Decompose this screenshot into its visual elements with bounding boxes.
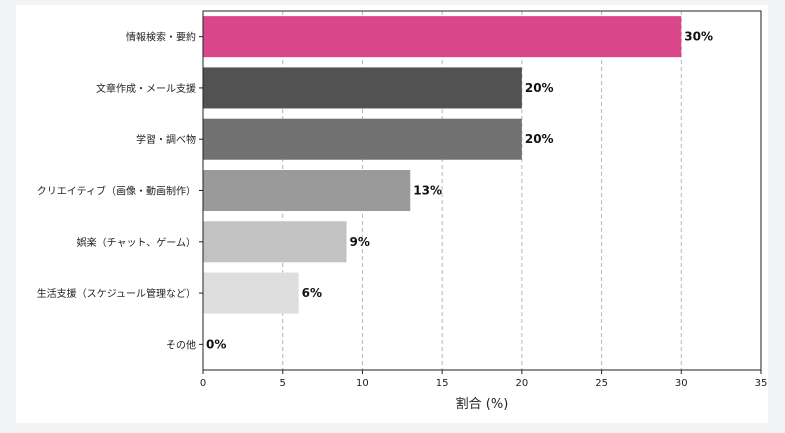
y-tick-label: 生活支援（スケジュール管理など） [37,287,196,300]
y-tick-label: その他 [166,338,196,351]
bar [203,67,522,109]
x-tick-label: 20 [515,378,528,389]
bar-value-label: 9% [349,235,369,249]
bar-value-label: 13% [413,184,442,198]
y-tick-label: クリエイティブ（画像・動画制作） [37,185,196,198]
x-tick-label: 30 [675,378,688,389]
x-tick-label: 25 [595,378,608,389]
bar-value-label: 30% [684,30,713,44]
bars: 30% 20% 20% 13% 9% 6% 0% [203,16,713,351]
x-tick-label: 5 [280,378,286,389]
x-tick-label: 10 [356,378,369,389]
y-tick-label: 娯楽（チャット、ゲーム） [77,236,196,249]
y-tick-label: 学習・調べ物 [136,133,196,146]
bar-value-label: 0% [206,337,226,351]
bar [203,221,347,263]
bar-value-label: 20% [525,132,554,146]
bar-value-label: 20% [525,81,554,95]
bar [203,272,299,314]
bar-value-label: 6% [302,286,322,300]
x-tick-label: 35 [755,378,768,389]
bar [203,169,411,212]
bar [203,16,682,58]
y-tick-label: 文章作成・メール支援 [96,82,196,95]
x-axis-ticks: 0 5 10 15 20 25 30 35 [200,370,768,389]
x-axis-title: 割合 (%) [456,396,509,412]
x-tick-label: 15 [436,378,449,389]
y-tick-label: 情報検索・要約 [126,31,196,44]
bar [203,118,522,160]
x-tick-label: 0 [200,378,206,389]
